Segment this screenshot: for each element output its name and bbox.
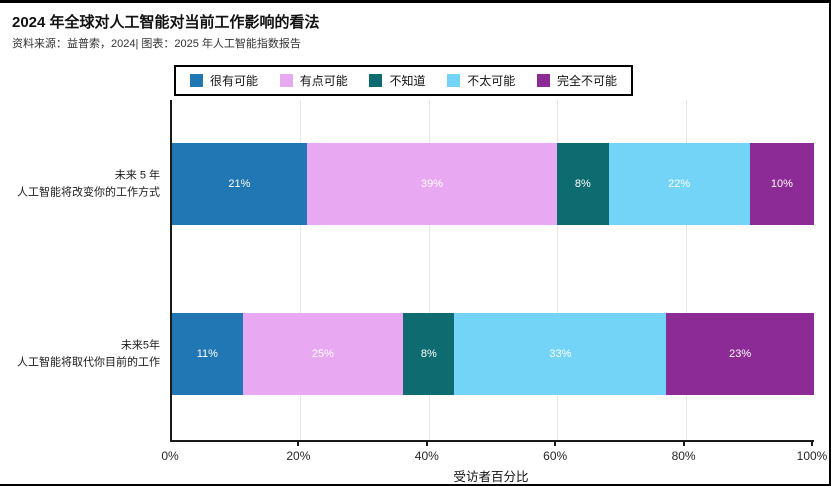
bar-segment: 33%: [454, 313, 667, 395]
x-tick-label: 100%: [796, 449, 828, 463]
legend-swatch-icon: [279, 74, 293, 87]
legend-label: 有点可能: [299, 74, 348, 88]
legend-swatch-icon: [369, 74, 383, 87]
bar-segment: 11%: [172, 313, 243, 395]
bar-segment-value: 10%: [770, 178, 793, 190]
category-label: 未来5年人工智能将取代你目前的工作: [0, 338, 160, 371]
category-label-line: 未来 5 年: [114, 169, 160, 182]
category-label-line: 人工智能将取代你目前的工作: [17, 356, 160, 368]
bar-segment-value: 25%: [311, 348, 334, 360]
legend: 很有可能 有点可能 不知道 不太可能 完全不可能: [174, 65, 633, 96]
bar-row: 21% 39% 8% 22% 10%: [172, 143, 814, 225]
x-tick-mark: [297, 442, 300, 446]
x-tick-label: 40%: [414, 449, 439, 463]
x-tick-mark: [554, 442, 557, 446]
bar-segment-value: 8%: [574, 178, 591, 190]
category-label: 未来 5 年人工智能将改变你的工作方式: [0, 168, 160, 201]
x-tick-mark: [425, 442, 428, 446]
category-label-line: 人工智能将改变你的工作方式: [17, 186, 160, 198]
bar-segment-value: 39%: [420, 178, 444, 190]
bar-segment-value: 8%: [420, 348, 437, 360]
x-axis-label: 受访者百分比: [453, 470, 529, 484]
legend-label: 完全不可能: [556, 74, 617, 88]
category-label-line: 未来5年: [120, 339, 160, 352]
bar-segment-value: 11%: [196, 348, 218, 360]
x-tick-label: 60%: [543, 449, 568, 463]
legend-item: 不知道: [369, 72, 425, 89]
legend-item: 不太可能: [447, 72, 515, 89]
bar-segment-value: 22%: [668, 178, 691, 190]
gridline: [428, 100, 430, 440]
plot-area: 21% 39% 8% 22% 10% 11% 25% 8% 33% 23%: [170, 100, 814, 442]
chart-subtitle: 资料来源：益普索，2024| 图表：2025 年人工智能指数报告: [12, 38, 301, 50]
bar-segment: 8%: [403, 313, 455, 395]
bar-segment: 22%: [608, 143, 750, 225]
x-tick-label: 0%: [161, 449, 179, 463]
gridline: [685, 100, 687, 440]
bar-segment: 23%: [666, 313, 814, 395]
x-tick-mark: [811, 442, 813, 446]
bar-segment: 39%: [306, 143, 558, 225]
legend-item: 完全不可能: [536, 72, 617, 89]
legend-label: 很有可能: [210, 74, 259, 88]
bar-segment: 21%: [172, 143, 307, 225]
bar-segment: 25%: [242, 313, 404, 395]
legend-label: 不太可能: [467, 74, 516, 88]
bar-row: 11% 25% 8% 33% 23%: [172, 313, 814, 395]
bar-segment-value: 33%: [549, 348, 572, 360]
gridline: [300, 100, 302, 440]
bar-segment: 10%: [749, 143, 814, 225]
legend-label: 不知道: [389, 74, 426, 88]
x-tick-mark: [682, 442, 685, 446]
x-tick-label: 80%: [671, 449, 696, 463]
legend-swatch-icon: [190, 74, 203, 87]
x-tick-label: 20%: [286, 449, 311, 463]
gridline: [557, 100, 559, 440]
bar-segment-value: 23%: [729, 348, 752, 360]
legend-swatch-icon: [447, 74, 461, 87]
chart-title: 2024 年全球对人工智能对当前工作影响的看法: [12, 14, 320, 31]
legend-item: 有点可能: [279, 72, 348, 89]
legend-swatch-icon: [536, 74, 550, 87]
legend-item: 很有可能: [190, 72, 258, 89]
bar-segment: 8%: [557, 143, 609, 225]
bar-segment-value: 21%: [228, 178, 251, 190]
